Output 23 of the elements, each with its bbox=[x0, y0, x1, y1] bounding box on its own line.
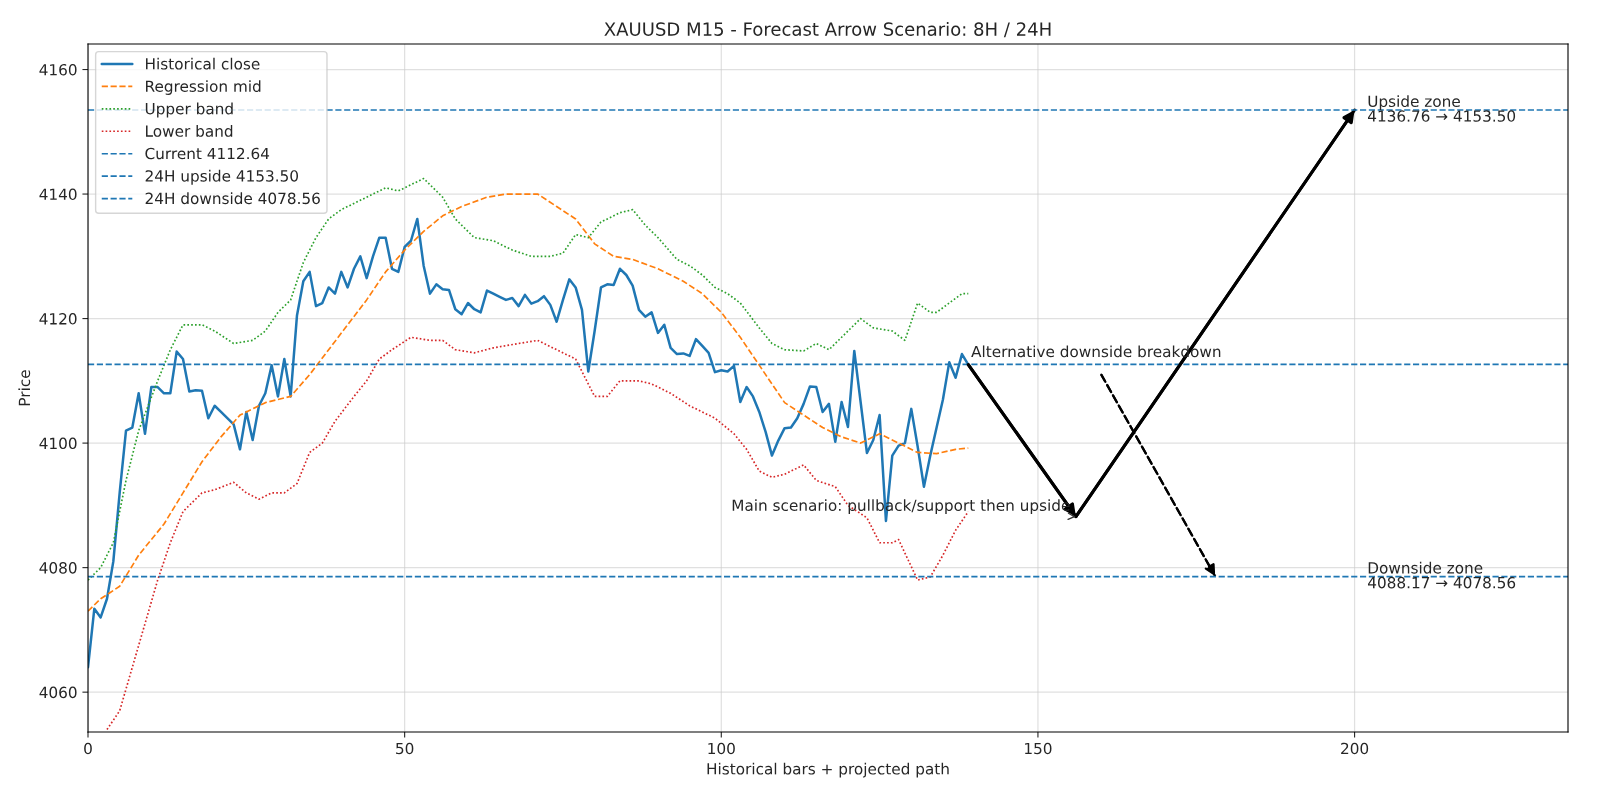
y-tick-label: 4080 bbox=[39, 562, 77, 574]
y-tick-label: 4140 bbox=[39, 188, 77, 201]
legend-label: Lower band bbox=[146, 125, 233, 137]
legend-label: 24H upside 4153.50 bbox=[145, 169, 299, 185]
x-tick-label: 200 bbox=[1341, 742, 1369, 755]
y-tick-label: 4100 bbox=[39, 437, 77, 450]
x-tick-label: 100 bbox=[708, 742, 735, 755]
legend-label: Historical close bbox=[146, 57, 260, 70]
annotation: Upside zone 4136.76 → 4153.50 bbox=[1367, 95, 1516, 122]
annotation: Downside zone 4088.17 → 4078.56 bbox=[1367, 561, 1516, 589]
legend-label: Current 4112.64 bbox=[145, 147, 270, 160]
legend-label: Regression mid bbox=[146, 80, 261, 95]
legend-label: Upper band bbox=[145, 102, 233, 118]
x-tick-label: 150 bbox=[1025, 742, 1052, 755]
x-axis-title: Historical bars + projected path bbox=[707, 762, 949, 778]
y-axis-title: Price bbox=[18, 370, 31, 406]
y-tick-label: 4160 bbox=[39, 63, 77, 76]
x-tick-label: 50 bbox=[396, 742, 414, 755]
x-tick-label: 0 bbox=[84, 742, 92, 755]
y-tick-label: 4120 bbox=[39, 313, 77, 325]
legend-label: 24H downside 4078.56 bbox=[145, 192, 320, 205]
chart-title: XAUUSD M15 - Forecast Arrow Scenario: 8H / 24H bbox=[604, 21, 1051, 38]
y-tick-label: 4060 bbox=[39, 686, 77, 699]
